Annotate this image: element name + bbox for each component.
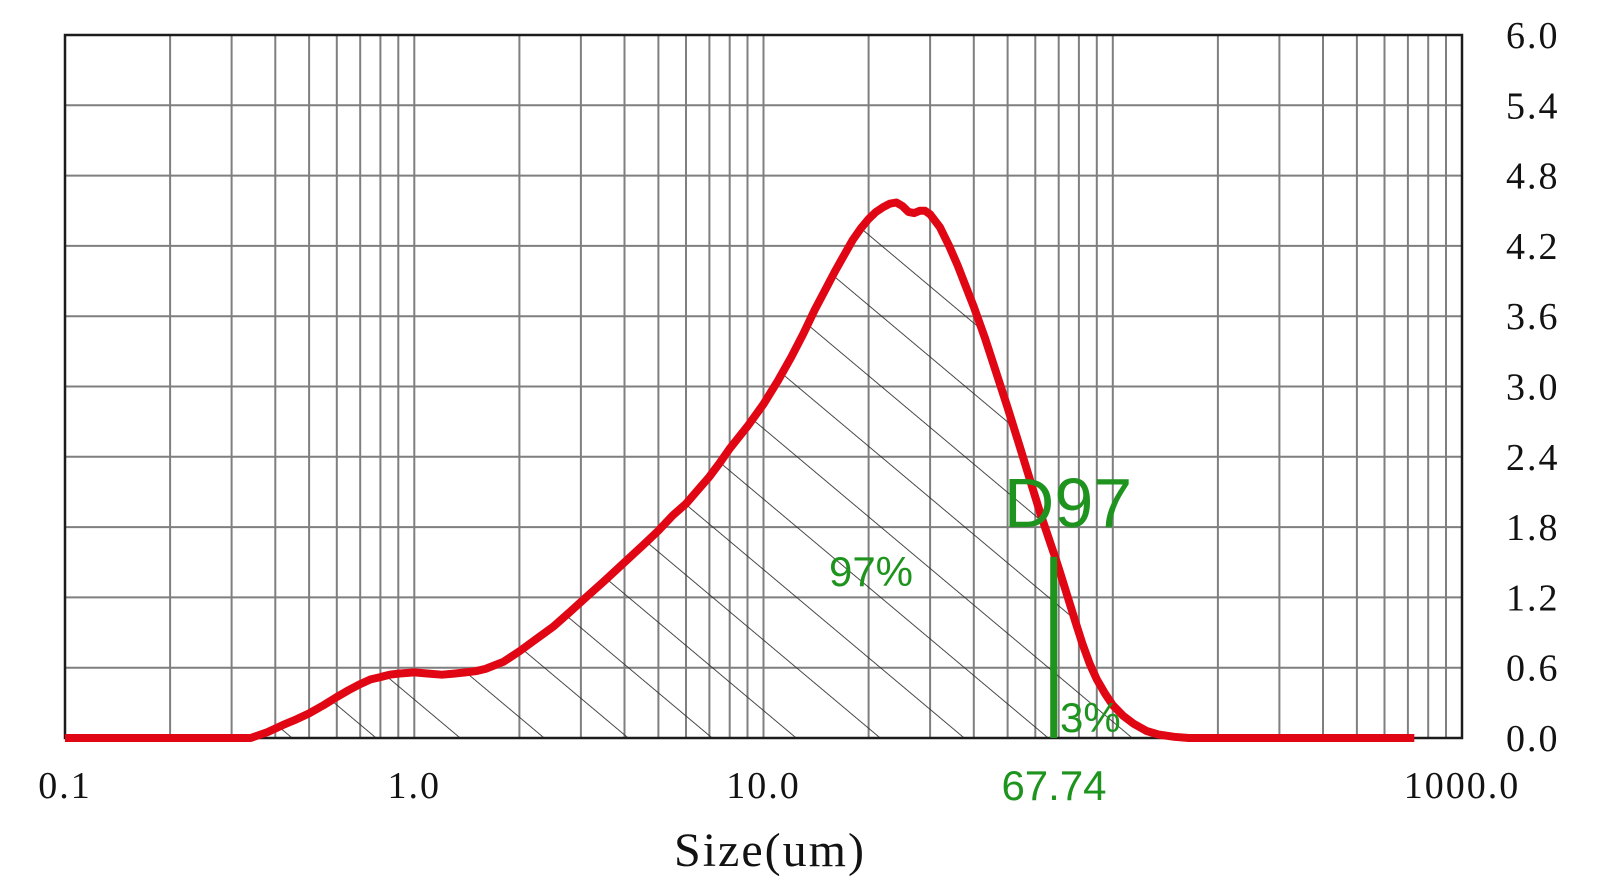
y-tick-label: 6.0 bbox=[1506, 15, 1560, 57]
left-area-perccount-label: 97% bbox=[829, 548, 913, 595]
y-tick-label: 3.6 bbox=[1506, 296, 1560, 338]
right-area-percent-label: 3% bbox=[1060, 694, 1121, 741]
x-tick-label: 1000.0 bbox=[1404, 765, 1521, 807]
x-axis-tick-labels: 0.1 1.0 10.0 1000.0 bbox=[38, 765, 1521, 807]
x-tick-label: 1.0 bbox=[388, 765, 442, 807]
y-tick-label: 2.4 bbox=[1506, 437, 1560, 479]
y-tick-label: 1.2 bbox=[1506, 577, 1560, 619]
distribution-curve bbox=[65, 198, 1415, 742]
y-tick-label: 0.6 bbox=[1506, 648, 1560, 690]
y-tick-label: 4.8 bbox=[1506, 156, 1560, 198]
y-tick-label: 5.4 bbox=[1506, 85, 1560, 127]
y-axis-tick-labels: 0.0 0.6 1.2 1.8 2.4 3.0 3.6 4.2 4.8 5.4 6.0 bbox=[1506, 15, 1560, 760]
d97-value-label: 67.74 bbox=[1001, 762, 1106, 809]
hatched-area-under-curve bbox=[250, 202, 1189, 738]
x-tick-label: 0.1 bbox=[38, 765, 92, 807]
d97-annotation-label: D97 bbox=[1004, 464, 1132, 542]
y-tick-label: 3.0 bbox=[1506, 367, 1560, 409]
y-tick-label: 4.2 bbox=[1506, 226, 1560, 268]
plot-border bbox=[63, 33, 1464, 740]
y-tick-label: 1.8 bbox=[1506, 507, 1560, 549]
y-tick-label: 0.0 bbox=[1506, 718, 1560, 760]
x-tick-label: 10.0 bbox=[726, 765, 801, 807]
x-axis-title: Size(um) bbox=[674, 824, 866, 877]
